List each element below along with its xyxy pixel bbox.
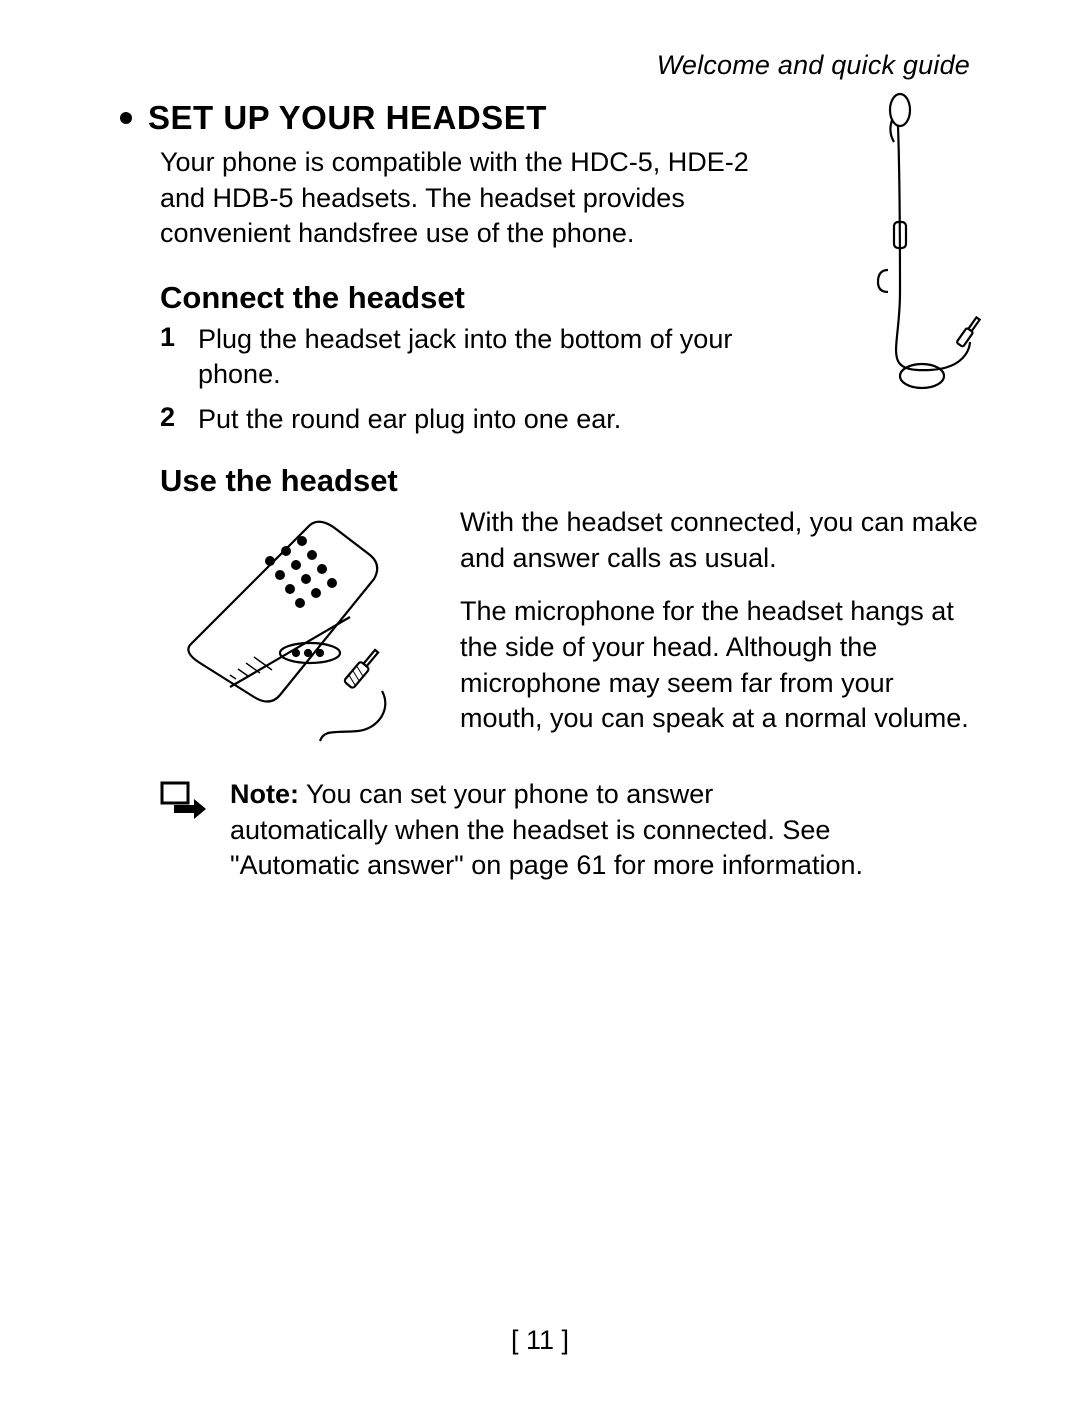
step-number: 2 bbox=[160, 402, 198, 437]
use-text: With the headset connected, you can make… bbox=[450, 505, 980, 755]
note-text: Note: You can set your phone to answer a… bbox=[230, 777, 870, 884]
section-title: SET UP YOUR HEADSET bbox=[148, 99, 547, 137]
headset-illustration bbox=[820, 92, 1000, 412]
page-number: [ 11 ] bbox=[0, 1325, 1080, 1356]
step-number: 1 bbox=[160, 322, 198, 392]
use-para-1: With the headset connected, you can make… bbox=[460, 505, 980, 576]
manual-page: Welcome and quick guide SET UP YOU bbox=[0, 0, 1080, 1412]
step-text: Plug the headset jack into the bottom of… bbox=[198, 322, 758, 392]
use-heading: Use the headset bbox=[160, 463, 980, 499]
note-body: You can set your phone to answer automat… bbox=[230, 779, 863, 880]
use-block: With the headset connected, you can make… bbox=[160, 505, 980, 755]
phone-illustration bbox=[160, 505, 450, 755]
step-text: Put the round ear plug into one ear. bbox=[198, 402, 621, 437]
use-para-2: The microphone for the headset hangs at … bbox=[460, 594, 980, 737]
bullet-icon bbox=[120, 112, 132, 124]
note-icon bbox=[160, 777, 230, 884]
note-block: Note: You can set your phone to answer a… bbox=[160, 777, 980, 884]
running-head: Welcome and quick guide bbox=[100, 50, 980, 81]
note-label: Note: bbox=[230, 779, 299, 809]
intro-paragraph: Your phone is compatible with the HDC-5,… bbox=[160, 145, 760, 252]
